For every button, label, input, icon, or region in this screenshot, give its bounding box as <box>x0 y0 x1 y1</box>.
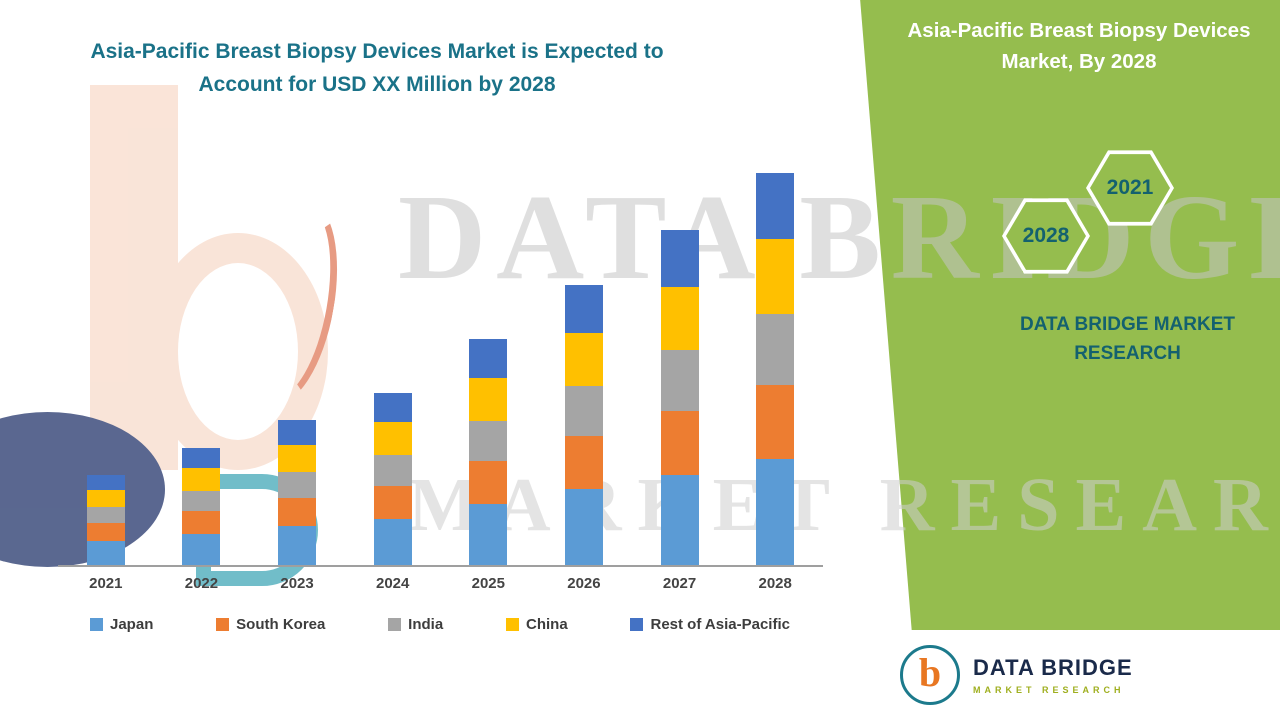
segment-rest-of-asia-pacific-2025 <box>469 339 508 378</box>
hexagon-2021: 2021 <box>1086 148 1174 228</box>
x-axis-label-2021: 2021 <box>89 575 123 592</box>
bar-slot-2026 <box>536 285 632 565</box>
stacked-bar-2024 <box>373 393 412 565</box>
segment-south-korea-2025 <box>469 461 508 504</box>
stacked-bar-chart: 2021 2022 2023 2024 2025 2026 2027 2028 Japan So… <box>58 115 823 633</box>
segment-rest-of-asia-pacific-2022 <box>182 448 221 469</box>
stacked-bar-2022 <box>182 448 221 565</box>
legend-swatch-china <box>506 618 519 631</box>
legend-item-south-korea: South Korea <box>216 616 325 633</box>
footer-brand-name: DATA BRIDGE <box>973 655 1133 680</box>
chart-legend: Japan South Korea India China Rest of Asia-P… <box>90 616 790 633</box>
legend-swatch-rest-of-asia-pacific <box>630 618 644 631</box>
legend-swatch-south-korea <box>216 618 230 631</box>
footer-logo-box: b DATA BRIDGE MARKET RESEARCH <box>880 630 1280 720</box>
segment-rest-of-asia-pacific-2024 <box>373 393 412 423</box>
segment-japan-2026 <box>564 489 603 565</box>
bar-slot-2028 <box>727 172 823 565</box>
x-axis-label-2023: 2023 <box>280 575 314 592</box>
bar-slot-2027 <box>632 229 728 565</box>
segment-china-2023 <box>278 444 317 473</box>
legend-label-south-korea: South Korea <box>236 616 326 633</box>
segment-india-2027 <box>660 350 699 411</box>
segment-china-2027 <box>660 286 699 351</box>
footer-text: DATA BRIDGE MARKET RESEARCH <box>973 655 1133 695</box>
segment-china-2021 <box>86 489 125 507</box>
segment-japan-2021 <box>86 540 125 565</box>
bar-slot-2025 <box>441 339 537 565</box>
segment-south-korea-2024 <box>373 486 412 519</box>
brand-text: DATA BRIDGE MARKET RESEARCH <box>1020 314 1235 365</box>
segment-india-2022 <box>182 490 221 512</box>
segment-india-2021 <box>86 506 125 524</box>
segment-japan-2023 <box>278 525 317 565</box>
segment-south-korea-2023 <box>278 498 317 526</box>
hexagon-2021-label: 2021 <box>1090 154 1170 222</box>
x-axis-label-2026: 2026 <box>567 575 601 592</box>
legend-label-china: China <box>526 616 568 633</box>
segment-rest-of-asia-pacific-2027 <box>660 229 699 287</box>
segment-india-2024 <box>373 455 412 487</box>
stacked-bar-2026 <box>564 285 603 565</box>
segment-rest-of-asia-pacific-2023 <box>278 419 317 445</box>
x-axis-label-2022: 2022 <box>184 575 219 592</box>
segment-rest-of-asia-pacific-2026 <box>564 285 603 333</box>
hexagon-2028: 2028 <box>1002 196 1090 276</box>
bar-slot-2024 <box>345 393 441 565</box>
panel-title: Asia-Pacific Breast Biopsy Devices Marke… <box>907 19 1251 73</box>
legend-label-rest-of-asia-pacific: Rest of Asia-Pacific <box>650 616 790 633</box>
segment-india-2026 <box>564 385 603 437</box>
segment-china-2026 <box>564 332 603 386</box>
data-bridge-logo-icon: b <box>900 645 960 705</box>
footer-tagline: MARKET RESEARCH <box>973 685 1125 695</box>
bar-slot-2022 <box>154 448 250 565</box>
x-axis-label-2025: 2025 <box>471 575 505 592</box>
segment-south-korea-2022 <box>182 511 221 534</box>
segment-japan-2024 <box>373 518 412 565</box>
segment-india-2028 <box>756 313 795 385</box>
segment-china-2022 <box>182 468 221 491</box>
segment-south-korea-2026 <box>564 436 603 490</box>
legend-label-japan: Japan <box>110 616 154 633</box>
legend-swatch-india <box>388 618 402 631</box>
segment-japan-2027 <box>660 474 699 565</box>
segment-south-korea-2028 <box>756 384 795 459</box>
segment-rest-of-asia-pacific-2021 <box>86 475 125 490</box>
segment-china-2025 <box>469 377 508 421</box>
segment-japan-2028 <box>756 459 795 565</box>
chart-title: Asia-Pacific Breast Biopsy Devices Marke… <box>90 40 664 96</box>
bar-slot-2023 <box>249 419 345 565</box>
stacked-bar-2025 <box>469 339 508 565</box>
x-axis-label-2028: 2028 <box>758 575 792 592</box>
segment-south-korea-2027 <box>660 410 699 475</box>
segment-rest-of-asia-pacific-2028 <box>756 172 795 240</box>
legend-item-china: China <box>506 616 568 633</box>
segment-india-2023 <box>278 472 317 499</box>
legend-item-india: India <box>388 616 443 633</box>
stacked-bar-2021 <box>86 475 125 565</box>
segment-japan-2025 <box>469 504 508 565</box>
logo-b-glyph: b <box>918 650 942 695</box>
legend-label-india: India <box>408 616 444 633</box>
segment-india-2025 <box>469 420 508 461</box>
x-axis-labels: 2021 2022 2023 2024 2025 2026 2027 2028 <box>58 567 823 592</box>
stacked-bar-2023 <box>278 419 317 565</box>
x-axis-label-2024: 2024 <box>376 575 410 592</box>
legend-item-rest-of-asia-pacific: Rest of Asia-Pacific <box>630 616 790 633</box>
legend-item-japan: Japan <box>90 616 153 633</box>
x-axis-label-2027: 2027 <box>662 575 697 592</box>
bar-slot-2021 <box>58 475 154 565</box>
legend-swatch-japan <box>90 618 103 631</box>
stacked-bar-2028 <box>756 172 795 565</box>
stacked-bar-2027 <box>660 229 699 565</box>
segment-south-korea-2021 <box>86 523 125 541</box>
segment-china-2028 <box>756 239 795 314</box>
segment-japan-2022 <box>182 533 221 565</box>
plot-area <box>58 115 823 567</box>
segment-china-2024 <box>373 422 412 456</box>
